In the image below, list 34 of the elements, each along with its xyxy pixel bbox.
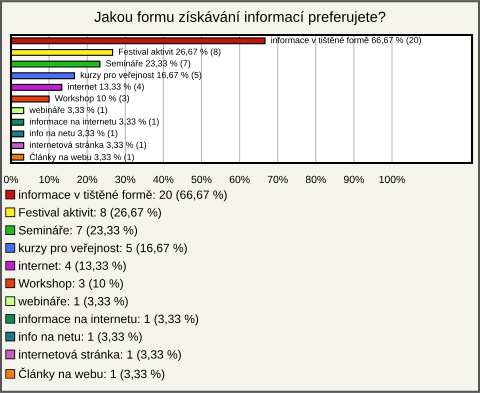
legend-label: informace v tištěné formě: 20 (66,67 %) [19, 190, 227, 202]
x-tick-label: 10% [39, 176, 60, 184]
data-label: Festival aktivit 26,67 % (8) [119, 48, 220, 57]
legend-label: Festival aktivit: 8 (26,67 %) [19, 208, 161, 219]
legend-label: internetová stránka: 1 (3,33 %) [19, 350, 181, 362]
data-label: Workshop 10 % (3) [54, 94, 130, 104]
x-tick-label: 90% [344, 176, 364, 184]
legend-label: webináře: 1 (3,33 %) [18, 296, 128, 308]
x-tick-label: 100% [379, 176, 405, 184]
legend-label: Workshop: 3 (10 %) [18, 278, 123, 290]
x-tick-label: 60% [230, 176, 250, 184]
data-label: webináře 3,33 % (1) [29, 106, 108, 115]
x-tick-label: 50% [191, 176, 212, 184]
legend-label: internet: 4 (13,33 %) [19, 261, 126, 272]
legend-label: informace na internetu: 1 (3,33 %) [19, 314, 198, 326]
legend-label: Semináře: 7 (23,33 %) [18, 226, 138, 237]
x-tick-label: 80% [306, 176, 326, 184]
data-label: Semináře 23,33 % (7) [106, 60, 190, 68]
legend-label: kurzy pro veřejnost: 5 (16,67 %) [19, 243, 187, 255]
chart-title: Jakou formu získávání informací preferujete? [94, 11, 386, 25]
data-label: kurzy pro veřejnost 16,67 % (5) [80, 72, 202, 80]
x-tick-label: 30% [115, 176, 136, 184]
data-label: informace na internetu 3,33 % (1) [30, 118, 159, 126]
legend-label: info na netu: 1 (3,33 %) [19, 332, 142, 344]
x-tick-label: 70% [268, 176, 288, 184]
legend-label: Články na webu: 1 (3,33 %) [18, 368, 164, 381]
x-tick-label: 20% [77, 176, 98, 184]
data-label: informace v tištěné formě 66,67 % (20) [271, 36, 421, 45]
data-label: internet 13,33 % (4) [68, 83, 144, 92]
data-label: Články na webu 3,33 % (1) [30, 152, 134, 162]
x-tick-label: 40% [153, 176, 174, 184]
x-tick-label: 0% [4, 176, 18, 184]
data-label: info na netu 3,33 % (1) [30, 130, 118, 138]
data-label: internetová stránka 3,33 % (1) [30, 141, 146, 150]
